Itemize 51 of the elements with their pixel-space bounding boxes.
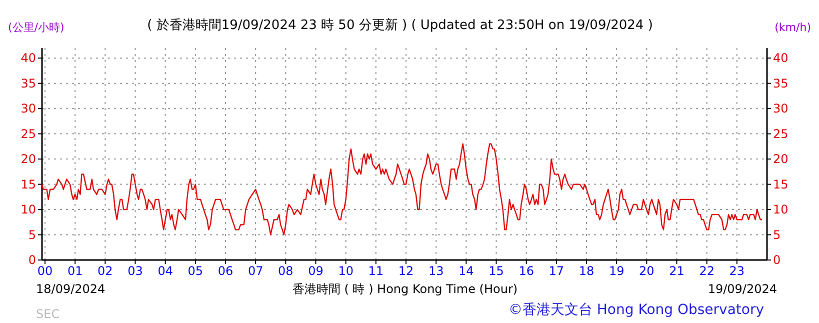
y2-tick-label: 35	[773, 76, 788, 90]
x-tick-label: 20	[639, 264, 654, 278]
x-tick-label: 21	[669, 264, 684, 278]
x-tick-label: 06	[218, 264, 234, 278]
x-tick-label: 12	[398, 264, 414, 278]
x-tick-label: 14	[458, 264, 474, 278]
y2-tick-label: 30	[773, 102, 788, 116]
x-tick-label: 05	[188, 264, 204, 278]
y-tick-label: 35	[20, 76, 36, 90]
y-axis-title: (公里/小時)	[8, 21, 64, 34]
x-tick-label: 10	[338, 264, 354, 278]
x-tick-label: 09	[308, 264, 324, 278]
y-tick-label: 25	[20, 126, 36, 141]
x-tick-label: 15	[488, 264, 504, 278]
text: ©香港天文台 Hong Kong Observatory	[508, 302, 764, 318]
y-tick-label: 30	[20, 102, 36, 116]
y2-tick-label: 20	[773, 152, 788, 166]
x-tick-label: 01	[67, 264, 83, 278]
y-tick-label: 0	[28, 253, 36, 267]
line-series	[41, 143, 762, 236]
x-tick-label: 04	[158, 264, 173, 278]
x-tick-label: 18	[578, 264, 594, 278]
x-tick-label: 22	[699, 264, 714, 278]
y-tick-label: 5	[28, 228, 36, 242]
x-tick-label: 07	[248, 264, 264, 278]
x-tick-label: 13	[428, 264, 444, 278]
y-tick-label: 10	[20, 202, 36, 217]
y-tick-label: 15	[20, 177, 36, 192]
y2-tick-label: 10	[773, 202, 788, 217]
text: 18/09/2024	[36, 282, 106, 296]
text: SEC	[36, 307, 60, 321]
text: 19/09/2024	[708, 282, 777, 296]
x-axis-title: 香港時間 ( 時 ) Hong Kong Time (Hour)	[292, 282, 518, 296]
x-tick-label: 03	[128, 264, 143, 278]
y2-tick-label: 15	[773, 177, 788, 192]
x-tick-label: 19	[608, 264, 624, 278]
y2-axis-title: (km/h)	[774, 21, 811, 34]
x-tick-label: 16	[518, 264, 534, 278]
y2-tick-label: 0	[773, 253, 781, 267]
x-tick-label: 00	[37, 264, 53, 278]
chart-title: ( 於香港時間19/09/2024 23 時 50 分更新 ) ( Updated at 23:50H on 19/09/2024 )	[147, 18, 653, 33]
y2-tick-label: 40	[773, 51, 788, 66]
y-tick-label: 40	[20, 51, 36, 66]
x-tick-label: 23	[729, 264, 745, 278]
y2-tick-label: 25	[773, 126, 788, 141]
y2-tick-label: 5	[773, 228, 781, 242]
x-tick-label: 02	[98, 264, 113, 278]
y-tick-label: 20	[20, 152, 36, 166]
x-tick-label: 08	[278, 264, 294, 278]
x-tick-label: 11	[368, 264, 384, 278]
x-tick-label: 17	[548, 264, 564, 278]
